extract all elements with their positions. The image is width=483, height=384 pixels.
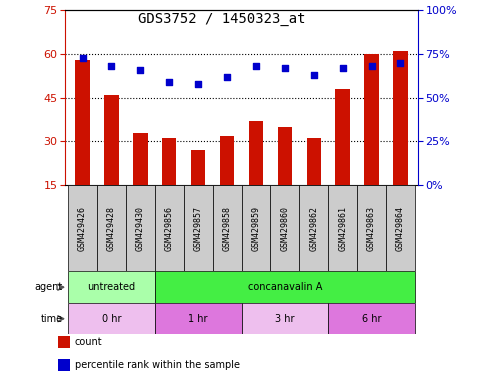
Bar (155, 303, 242, 334)
Text: GSM429861: GSM429861 (338, 206, 347, 251)
Text: 0 hr: 0 hr (102, 314, 121, 324)
Point (310, 72, 318, 78)
Bar (126, 185, 155, 271)
Point (165, 79, 173, 85)
Point (281, 65, 289, 71)
Point (223, 74, 231, 80)
Bar (242, 303, 328, 334)
Bar (220, 136, 234, 185)
Bar (68, 271, 155, 303)
Bar (307, 139, 321, 185)
Text: 3 hr: 3 hr (275, 314, 295, 324)
Bar (155, 271, 415, 303)
Bar (104, 95, 119, 185)
Bar (75, 60, 90, 185)
Point (368, 63, 375, 70)
Bar (184, 185, 213, 271)
Bar (357, 185, 386, 271)
Text: percentile rank within the sample: percentile rank within the sample (75, 360, 240, 370)
Bar (58, 359, 70, 371)
Point (108, 63, 115, 70)
Bar (328, 303, 415, 334)
Bar (278, 127, 292, 185)
Bar (242, 185, 270, 271)
Text: GSM429859: GSM429859 (252, 206, 260, 251)
Bar (249, 121, 263, 185)
Bar (97, 185, 126, 271)
Point (79, 55, 86, 61)
Text: GSM429430: GSM429430 (136, 206, 145, 251)
Point (194, 81, 202, 87)
Text: GSM429863: GSM429863 (367, 206, 376, 251)
Text: GDS3752 / 1450323_at: GDS3752 / 1450323_at (139, 12, 306, 25)
Text: time: time (41, 314, 63, 324)
Bar (299, 185, 328, 271)
Text: GSM429860: GSM429860 (280, 206, 289, 251)
Bar (213, 185, 242, 271)
Bar (68, 185, 97, 271)
Point (339, 65, 346, 71)
Text: GSM429858: GSM429858 (223, 206, 231, 251)
Bar (270, 185, 299, 271)
Text: agent: agent (35, 282, 63, 292)
Text: untreated: untreated (87, 282, 136, 292)
Point (252, 63, 260, 70)
Text: GSM429426: GSM429426 (78, 206, 87, 251)
Bar (393, 51, 408, 185)
Bar (386, 185, 415, 271)
Bar (328, 185, 357, 271)
Bar (155, 185, 184, 271)
Point (397, 60, 404, 66)
Text: GSM429864: GSM429864 (396, 206, 405, 251)
Text: concanavalin A: concanavalin A (248, 282, 322, 292)
Bar (335, 89, 350, 185)
Bar (191, 150, 205, 185)
Text: GSM429862: GSM429862 (309, 206, 318, 251)
Text: 1 hr: 1 hr (188, 314, 208, 324)
Bar (133, 132, 148, 185)
Text: GSM429856: GSM429856 (165, 206, 174, 251)
Bar (364, 54, 379, 185)
Bar (162, 139, 176, 185)
Point (137, 67, 144, 73)
Text: count: count (75, 337, 102, 347)
Text: GSM429428: GSM429428 (107, 206, 116, 251)
Bar (58, 336, 70, 348)
Text: 6 hr: 6 hr (362, 314, 381, 324)
Bar (68, 303, 155, 334)
Text: GSM429857: GSM429857 (194, 206, 203, 251)
